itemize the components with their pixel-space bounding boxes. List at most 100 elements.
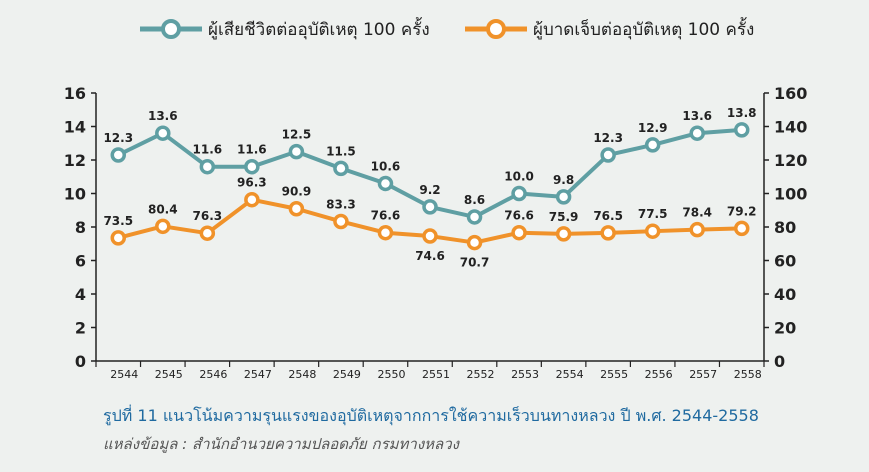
data-label-1: 76.3 [193, 209, 223, 223]
x-tick-label: 2555 [600, 368, 628, 381]
legend-item-deaths: ผู้เสียชีวิตต่ออุบัติเหตุ 100 ครั้ง [140, 14, 430, 44]
data-point-0 [466, 209, 483, 225]
data-point-1 [422, 228, 438, 244]
data-label-1: 70.7 [460, 256, 490, 270]
data-label-0: 9.2 [419, 183, 440, 197]
data-point-0 [333, 160, 349, 177]
x-tick-label: 2545 [155, 368, 183, 381]
data-label-1: 75.9 [549, 210, 579, 224]
data-point-0 [733, 122, 750, 138]
data-label-0: 12.9 [638, 121, 668, 135]
y-right-tick-label: 120 [774, 151, 807, 170]
data-point-0 [155, 125, 171, 141]
x-tick-label: 2546 [199, 368, 227, 381]
data-point-1 [244, 191, 260, 208]
x-tick-label: 2544 [110, 368, 138, 381]
figure-source: แหล่งข้อมูล : สำนักอำนวยความปลอดภัย กรมท… [103, 435, 459, 453]
data-point-1 [689, 221, 705, 238]
legend-label-injuries: ผู้บาดเจ็บต่ออุบัติเหตุ 100 ครั้ง [533, 19, 755, 40]
data-point-1 [555, 226, 572, 242]
data-point-0 [244, 158, 260, 175]
y-right-tick-label: 0 [774, 352, 785, 371]
y-left-tick-label: 6 [75, 252, 86, 271]
legend-swatch-deaths [140, 19, 202, 39]
x-tick-label: 2552 [467, 368, 495, 381]
data-label-0: 12.5 [282, 128, 312, 142]
y-right-tick-label: 80 [774, 218, 796, 237]
data-point-1 [644, 223, 661, 239]
legend-swatch-injuries [465, 19, 527, 39]
data-label-0: 11.5 [326, 144, 356, 158]
y-right-tick-label: 60 [774, 252, 796, 271]
legend-label-deaths: ผู้เสียชีวิตต่ออุบัติเหตุ 100 ครั้ง [208, 19, 430, 40]
data-label-1: 79.2 [727, 204, 757, 218]
data-label-1: 73.5 [103, 214, 133, 228]
data-point-1 [199, 225, 216, 241]
data-point-1 [288, 200, 305, 217]
data-label-1: 76.5 [593, 209, 623, 223]
data-label-1: 78.4 [682, 206, 712, 220]
data-label-0: 13.8 [727, 106, 757, 120]
data-point-0 [199, 158, 216, 175]
x-tick-label: 2551 [422, 368, 450, 381]
y-right-tick-label: 160 [774, 84, 807, 103]
data-point-0 [110, 147, 127, 163]
figure-caption: รูปที่ 11 แนวโน้มความรุนแรงของอุบัติเหตุ… [103, 406, 759, 425]
data-point-0 [422, 199, 438, 215]
data-label-0: 12.3 [103, 131, 133, 145]
x-tick-label: 2558 [734, 368, 762, 381]
data-label-1: 74.6 [415, 249, 445, 263]
data-label-0: 12.3 [593, 131, 623, 145]
data-point-0 [689, 125, 705, 141]
data-point-1 [511, 224, 527, 241]
x-tick-label: 2550 [377, 368, 405, 381]
data-point-1 [466, 234, 483, 251]
data-label-1: 76.6 [504, 209, 534, 223]
data-label-1: 80.4 [148, 202, 178, 216]
y-right-tick-label: 20 [774, 319, 796, 338]
data-label-0: 13.6 [682, 109, 712, 123]
y-right-tick-label: 140 [774, 118, 807, 137]
data-point-0 [600, 147, 616, 163]
data-label-1: 90.9 [282, 185, 312, 199]
y-left-tick-label: 8 [75, 218, 86, 237]
data-label-1: 83.3 [326, 197, 356, 211]
data-label-0: 10.6 [371, 159, 401, 173]
x-tick-label: 2548 [288, 368, 316, 381]
data-label-0: 11.6 [193, 143, 223, 157]
x-tick-label: 2557 [689, 368, 717, 381]
data-label-0: 8.6 [464, 193, 485, 207]
data-point-1 [110, 230, 127, 246]
data-label-1: 77.5 [638, 207, 668, 221]
y-left-tick-label: 0 [75, 352, 86, 371]
legend-item-injuries: ผู้บาดเจ็บต่ออุบัติเหตุ 100 ครั้ง [465, 14, 754, 44]
y-right-tick-label: 40 [774, 285, 796, 304]
y-right-tick-label: 100 [774, 185, 807, 204]
data-point-0 [288, 143, 305, 160]
data-point-0 [644, 137, 661, 153]
x-tick-label: 2556 [645, 368, 673, 381]
y-left-tick-label: 4 [75, 285, 86, 304]
data-label-0: 11.6 [237, 143, 267, 157]
data-label-0: 10.0 [504, 170, 534, 184]
x-tick-label: 2547 [244, 368, 272, 381]
chart-legend: ผู้เสียชีวิตต่ออุบัติเหตุ 100 ครั้ง ผู้บ… [0, 14, 869, 50]
data-point-0 [511, 185, 527, 202]
data-point-0 [555, 189, 572, 205]
data-point-1 [600, 225, 616, 241]
x-tick-label: 2554 [556, 368, 584, 381]
data-point-0 [377, 175, 394, 192]
y-left-tick-label: 14 [64, 118, 86, 137]
x-tick-label: 2549 [333, 368, 361, 381]
x-tick-label: 2553 [511, 368, 539, 381]
data-point-1 [733, 220, 750, 237]
data-label-0: 9.8 [553, 173, 574, 187]
y-left-tick-label: 10 [64, 185, 86, 204]
data-label-1: 76.6 [371, 209, 401, 223]
data-point-1 [377, 224, 394, 241]
y-left-tick-label: 2 [75, 319, 86, 338]
data-label-1: 96.3 [237, 176, 267, 190]
data-point-1 [155, 218, 171, 235]
y-left-tick-label: 16 [64, 84, 86, 103]
